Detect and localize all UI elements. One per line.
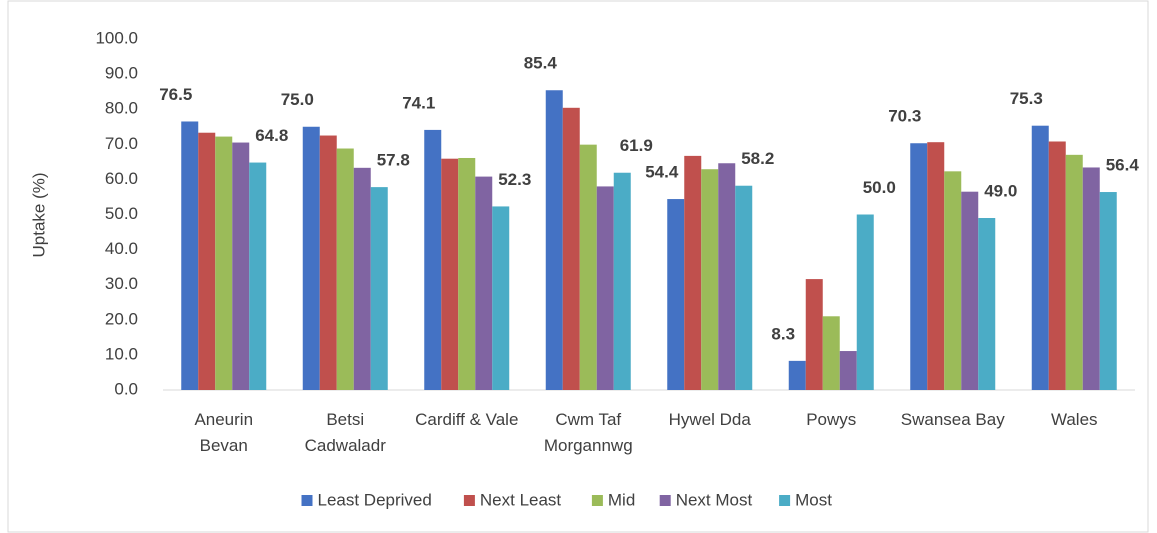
data-label: 75.0 bbox=[281, 90, 314, 109]
y-tick-label: 40.0 bbox=[105, 239, 138, 258]
legend-swatch bbox=[301, 495, 313, 506]
x-tick-label: Cwm Taf Morgannwg bbox=[543, 410, 633, 455]
bar bbox=[961, 191, 979, 390]
y-tick-label: 60.0 bbox=[105, 169, 138, 188]
x-tick-label: Swansea Bay bbox=[900, 410, 1005, 429]
bar bbox=[319, 135, 337, 390]
data-label: 74.1 bbox=[402, 93, 435, 112]
data-label: 70.3 bbox=[888, 107, 921, 126]
data-label: 64.8 bbox=[255, 126, 288, 145]
y-tick-label: 90.0 bbox=[105, 64, 138, 83]
bar bbox=[370, 187, 388, 390]
x-tick-label: Aneurin Bevan bbox=[194, 410, 254, 455]
bar bbox=[492, 206, 510, 390]
bar bbox=[1031, 125, 1049, 391]
bar bbox=[458, 157, 476, 390]
x-tick-label: Powys bbox=[806, 410, 857, 429]
legend-label: Next Most bbox=[676, 490, 753, 509]
bar bbox=[944, 171, 962, 390]
bar bbox=[910, 143, 928, 390]
data-label: 61.9 bbox=[620, 136, 653, 155]
legend-label: Most bbox=[795, 490, 832, 509]
bar bbox=[1048, 141, 1066, 390]
x-tick-label: Betsi Cadwaladr bbox=[304, 410, 386, 455]
bar bbox=[215, 136, 233, 390]
bar bbox=[718, 163, 736, 390]
data-label: 49.0 bbox=[984, 181, 1017, 200]
bar bbox=[735, 185, 753, 390]
bar bbox=[822, 316, 840, 390]
y-tick-label: 0.0 bbox=[114, 379, 138, 398]
data-label: 75.3 bbox=[1010, 89, 1043, 108]
bar bbox=[927, 142, 945, 390]
bar bbox=[562, 107, 580, 391]
y-axis-label: Uptake (%) bbox=[29, 172, 48, 257]
bar bbox=[232, 142, 250, 390]
data-label: 57.8 bbox=[377, 151, 410, 170]
y-tick-label: 50.0 bbox=[105, 204, 138, 223]
data-label: 85.4 bbox=[524, 54, 558, 73]
y-tick-label: 100.0 bbox=[95, 28, 138, 47]
y-tick-label: 30.0 bbox=[105, 274, 138, 293]
x-tick-label: Cardiff & Vale bbox=[415, 410, 519, 429]
data-label: 56.4 bbox=[1106, 156, 1140, 175]
bar bbox=[1082, 167, 1100, 390]
bar bbox=[353, 167, 371, 390]
bar bbox=[788, 360, 806, 390]
bar bbox=[684, 155, 702, 390]
bar bbox=[545, 90, 563, 390]
data-label: 52.3 bbox=[498, 170, 531, 189]
bar bbox=[805, 279, 823, 390]
legend-label: Mid bbox=[608, 490, 635, 509]
data-label: 58.2 bbox=[741, 149, 774, 168]
frame bbox=[7, 0, 1149, 533]
data-label: 54.4 bbox=[645, 163, 679, 182]
y-tick-label: 20.0 bbox=[105, 309, 138, 328]
bar bbox=[839, 351, 857, 390]
bar bbox=[302, 126, 320, 390]
bar bbox=[667, 199, 685, 390]
x-tick-label: Wales bbox=[1050, 410, 1098, 429]
y-tick-label: 70.0 bbox=[105, 134, 138, 153]
y-tick-label: 10.0 bbox=[105, 344, 138, 363]
bar bbox=[978, 218, 996, 390]
bar bbox=[475, 176, 493, 390]
legend-swatch bbox=[779, 495, 791, 506]
y-tick-label: 80.0 bbox=[105, 99, 138, 118]
bar bbox=[579, 144, 597, 390]
legend-label: Next Least bbox=[480, 490, 562, 509]
x-tick-label: Hywel Dda bbox=[668, 410, 751, 429]
bar bbox=[1065, 154, 1083, 390]
bar bbox=[336, 148, 354, 390]
data-label: 50.0 bbox=[863, 178, 896, 197]
bar bbox=[701, 169, 719, 390]
bar bbox=[424, 129, 442, 390]
bar bbox=[181, 121, 199, 391]
bar bbox=[441, 158, 459, 390]
bar bbox=[596, 186, 614, 390]
bar bbox=[198, 132, 216, 391]
legend-swatch bbox=[659, 495, 671, 506]
legend-swatch bbox=[463, 495, 475, 506]
bar bbox=[249, 162, 267, 390]
bar bbox=[1099, 192, 1117, 390]
bar bbox=[613, 172, 631, 390]
legend-swatch bbox=[591, 495, 603, 506]
data-label: 76.5 bbox=[159, 85, 192, 104]
data-label: 8.3 bbox=[771, 324, 795, 343]
bar bbox=[856, 214, 874, 390]
legend-label: Least Deprived bbox=[318, 490, 432, 509]
